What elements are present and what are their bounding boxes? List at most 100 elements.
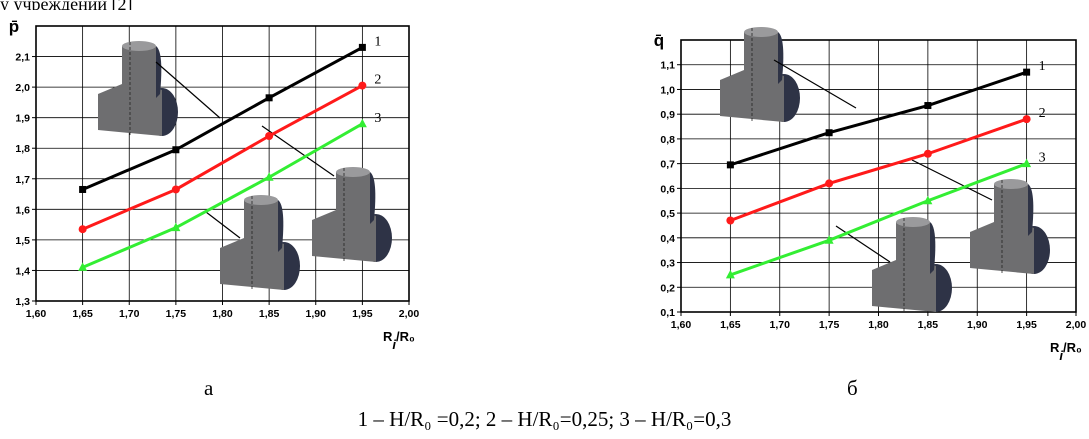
b-ytick-label: 0,7 bbox=[660, 159, 675, 171]
b-ytick-label: 0,8 bbox=[660, 134, 675, 146]
insert-stem-top bbox=[744, 27, 778, 37]
b-xtick-label: 2,00 bbox=[1066, 319, 1087, 331]
a-series-1-point bbox=[265, 94, 273, 102]
b-xtick-label: 1,85 bbox=[918, 319, 939, 331]
a-ytick-label: 2,1 bbox=[15, 52, 30, 64]
insert-stem-top bbox=[122, 41, 156, 51]
b-xtick-label: 1,75 bbox=[819, 319, 840, 331]
insert-stem-shade bbox=[778, 32, 784, 84]
b-ytick-label: 1,1 bbox=[660, 60, 675, 72]
insert-stem bbox=[122, 46, 156, 98]
chart-b: 1,60 1,65 1,70 1,75 1,80 1,85 1,90 1,95 2,00 0,1 0… bbox=[654, 27, 1087, 363]
insert-stem bbox=[336, 172, 370, 224]
b-series-1-point bbox=[825, 129, 833, 137]
a-series-3-point bbox=[171, 222, 181, 232]
b-ytick-label: 0,6 bbox=[660, 183, 675, 195]
panel-letter-b: б bbox=[847, 376, 858, 400]
b-series-2-label: 2 bbox=[1039, 106, 1046, 121]
panel-letter-a: а bbox=[204, 376, 214, 400]
chart-a: 1,60 1,65 1,70 1,75 1,80 1,85 1,90 1,95 2,00 1,3 1… bbox=[9, 17, 420, 352]
insert-stem bbox=[994, 184, 1028, 236]
b-series-1-point bbox=[924, 102, 932, 110]
a-ytick-label: 1,7 bbox=[15, 174, 30, 186]
a-insert-figure bbox=[220, 195, 300, 290]
b-insert-figure bbox=[970, 179, 1050, 274]
a-ytick-label: 1,5 bbox=[15, 235, 30, 247]
a-series-1-point bbox=[172, 146, 180, 154]
b-series-1-line bbox=[729, 70, 1028, 167]
a-insert-pointer bbox=[155, 61, 221, 119]
b-series-3-label: 3 bbox=[1039, 151, 1046, 166]
a-xtick-label: 1,65 bbox=[72, 308, 93, 320]
b-series-2-line bbox=[729, 117, 1028, 222]
a-y-axis-label: p̄ bbox=[9, 17, 19, 36]
insert-stem-shade bbox=[278, 200, 284, 252]
a-xtick-label: 1,95 bbox=[352, 308, 373, 320]
insert-stem-shade bbox=[930, 222, 936, 274]
a-insert-figure bbox=[98, 41, 178, 136]
b-xtick-label: 1,90 bbox=[967, 319, 988, 331]
a-xtick-label: 1,75 bbox=[166, 308, 187, 320]
b-ytick-label: 1,0 bbox=[660, 84, 675, 96]
top-text-fragment: у учреждений [2] bbox=[0, 0, 133, 10]
a-series-2-point bbox=[171, 185, 180, 194]
b-xtick-label: 1,95 bbox=[1016, 319, 1037, 331]
a-series-1-point bbox=[79, 185, 87, 193]
b-series-2-point bbox=[726, 216, 735, 225]
b-xtick-label: 1,60 bbox=[671, 319, 692, 331]
insert-stem bbox=[744, 32, 778, 84]
b-ytick-label: 0,3 bbox=[660, 258, 675, 270]
b-xtick-label: 1,65 bbox=[720, 319, 741, 331]
a-ytick-label: 2,0 bbox=[15, 82, 30, 94]
a-xtick-label: 1,70 bbox=[119, 308, 140, 320]
b-xtick-label: 1,80 bbox=[868, 319, 889, 331]
a-series-3-line bbox=[82, 122, 364, 269]
b-ytick-label: 0,9 bbox=[660, 109, 675, 121]
b-insert-pointer bbox=[911, 159, 993, 201]
a-xtick-label: 1,85 bbox=[259, 308, 280, 320]
a-series-1-point bbox=[358, 43, 366, 51]
b-ytick-label: 0,1 bbox=[660, 307, 675, 319]
a-ytick-label: 1,3 bbox=[15, 296, 30, 308]
a-series-2-line bbox=[82, 84, 364, 231]
b-insert-pointer bbox=[835, 225, 891, 263]
b-insert-pointer bbox=[773, 59, 857, 109]
b-series-1-point bbox=[726, 161, 734, 169]
b-ytick-label: 0,2 bbox=[660, 282, 675, 294]
a-series-1-line bbox=[82, 46, 364, 191]
a-ytick-label: 1,4 bbox=[15, 265, 30, 277]
a-xtick-label: 1,60 bbox=[26, 308, 47, 320]
b-xtick-label: 1,70 bbox=[770, 319, 791, 331]
a-insert-pointer bbox=[205, 211, 241, 239]
b-ytick-label: 0,5 bbox=[660, 208, 675, 220]
b-series-3-point bbox=[725, 269, 735, 279]
a-xtick-label: 1,90 bbox=[306, 308, 327, 320]
insert-stem-top bbox=[896, 217, 930, 227]
a-xtick-label: 1,80 bbox=[212, 308, 233, 320]
b-series-3-line bbox=[729, 162, 1028, 277]
a-series-2-label: 2 bbox=[374, 73, 381, 88]
a-insert-figure bbox=[312, 167, 392, 262]
a-series-2-point bbox=[358, 81, 367, 90]
a-ytick-label: 1,8 bbox=[15, 143, 30, 155]
b-series-3-point bbox=[1022, 158, 1032, 168]
b-series-1-label: 1 bbox=[1039, 59, 1046, 74]
a-series-3-point bbox=[357, 118, 367, 128]
b-series-3-point bbox=[923, 195, 933, 205]
a-series-2-point bbox=[265, 132, 274, 140]
b-series-3-point bbox=[824, 235, 834, 244]
insert-stem bbox=[244, 200, 278, 252]
a-series-3-point bbox=[264, 172, 274, 181]
b-y-axis-label: q̄ bbox=[654, 31, 664, 50]
insert-stem-shade bbox=[156, 46, 162, 98]
b-series-2-point bbox=[825, 179, 834, 188]
a-x-axis-label: Ri/R₀ bbox=[383, 329, 415, 352]
b-series-2-point bbox=[923, 149, 932, 158]
b-series-1-point bbox=[1023, 68, 1031, 76]
b-insert-figure bbox=[720, 27, 800, 122]
a-series-1-label: 1 bbox=[374, 34, 381, 49]
b-ytick-label: 0,4 bbox=[660, 233, 675, 245]
insert-stem bbox=[896, 222, 930, 274]
insert-stem-shade bbox=[370, 172, 376, 224]
b-series-2-point bbox=[1022, 115, 1031, 124]
